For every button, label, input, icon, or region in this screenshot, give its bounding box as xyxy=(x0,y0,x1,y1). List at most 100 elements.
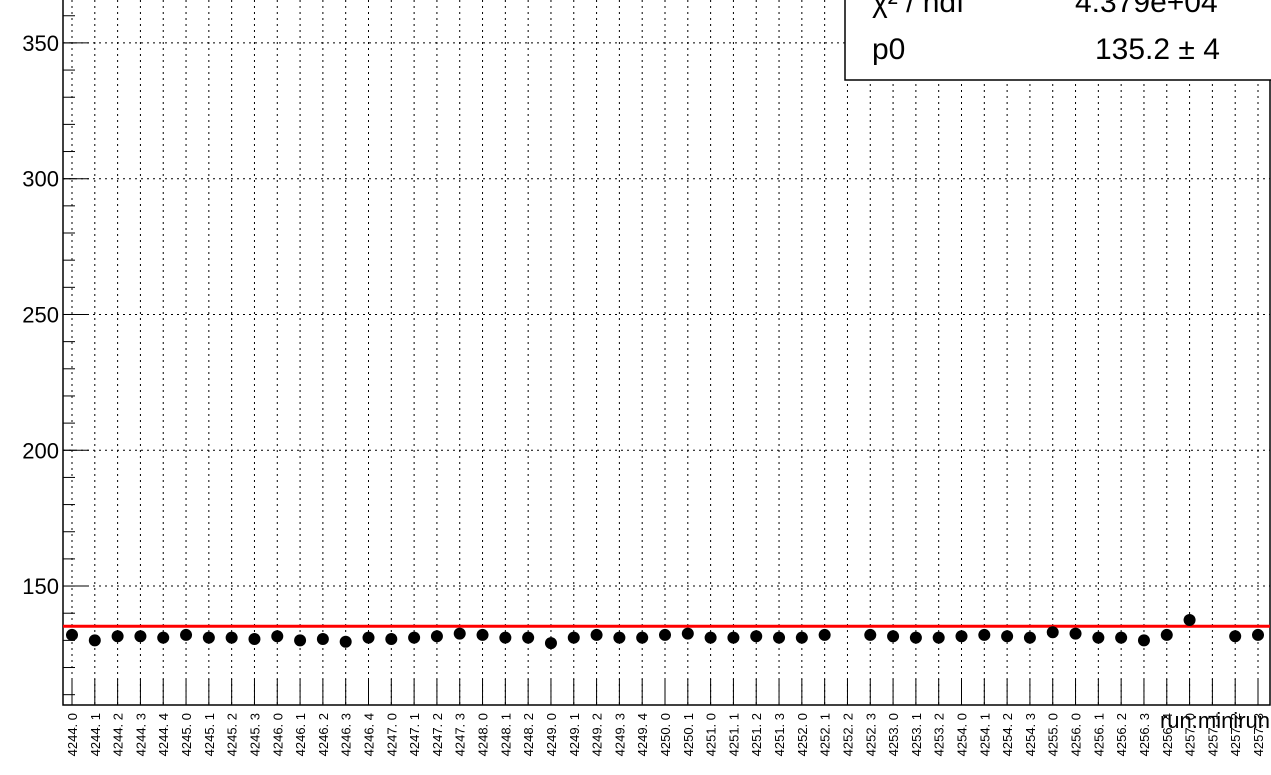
data-point xyxy=(681,627,694,640)
x-tick-label: 4246. 2 xyxy=(316,713,331,756)
x-tick-label: 4245. 0 xyxy=(179,713,194,756)
data-point xyxy=(1229,630,1242,643)
data-point xyxy=(248,633,261,646)
x-tick-label: 4246. 3 xyxy=(339,713,354,756)
x-tick-label: 4244. 4 xyxy=(156,713,171,756)
x-tick-label: 4246. 4 xyxy=(362,713,377,756)
data-point xyxy=(88,634,101,647)
x-tick-label: 4250. 0 xyxy=(658,713,673,756)
x-tick-label: 4248. 1 xyxy=(498,713,513,756)
data-point xyxy=(202,631,215,644)
x-tick-label: 4249. 0 xyxy=(544,713,559,756)
x-tick-label: 4248. 0 xyxy=(476,713,491,756)
data-point xyxy=(66,628,78,641)
data-point xyxy=(180,628,193,641)
x-tick-label: 4257. 3 xyxy=(1251,713,1266,756)
x-tick-label: 4254. 3 xyxy=(1023,713,1038,756)
data-point xyxy=(476,628,489,641)
x-tick-label: 4249. 1 xyxy=(567,713,582,756)
data-point xyxy=(1046,626,1059,639)
x-tick-label: 4249. 4 xyxy=(635,713,650,756)
data-point xyxy=(909,631,922,644)
x-tick-label: 4252. 1 xyxy=(818,713,833,756)
data-point xyxy=(522,631,535,644)
y-tick-label: 300 xyxy=(22,167,59,192)
data-point xyxy=(1023,631,1036,644)
x-tick-label: 4246. 1 xyxy=(293,713,308,756)
data-point xyxy=(544,637,557,650)
data-point xyxy=(499,631,512,644)
x-tick-label: 4251. 0 xyxy=(704,713,719,756)
data-point xyxy=(773,631,786,644)
data-point xyxy=(157,631,170,644)
data-point xyxy=(1069,627,1082,640)
x-tick-label: 4244. 3 xyxy=(133,713,148,756)
x-tick-label: 4256. 3 xyxy=(1137,713,1152,756)
x-tick-label: 4253. 2 xyxy=(932,713,947,756)
x-tick-label: 4245. 2 xyxy=(225,713,240,756)
frame xyxy=(62,0,1271,706)
x-tick-label: 4249. 3 xyxy=(612,713,627,756)
x-tick-label: 4257. 0 xyxy=(1183,713,1198,756)
x-axis-label: run:minirun xyxy=(1160,708,1270,733)
x-tick-label: 4246. 0 xyxy=(270,713,285,756)
stats-label: χ² / ndf xyxy=(872,0,965,19)
data-point xyxy=(750,630,763,643)
y-tick-label: 250 xyxy=(22,302,59,327)
x-tick-label: 4248. 2 xyxy=(521,713,536,756)
x-tick-label: 4251. 1 xyxy=(726,713,741,756)
data-point xyxy=(567,631,580,644)
data-point xyxy=(1115,631,1128,644)
x-tick-label: 4251. 3 xyxy=(772,713,787,756)
data-point xyxy=(818,628,831,641)
data-point xyxy=(1137,634,1150,647)
data-point xyxy=(613,631,626,644)
data-point xyxy=(453,627,466,640)
x-tick-label: 4247. 3 xyxy=(453,713,468,756)
data-point xyxy=(408,631,421,644)
x-tick-label: 4247. 1 xyxy=(407,713,422,756)
data-point xyxy=(225,631,238,644)
data-point xyxy=(887,630,900,643)
x-tick-label: 4254. 1 xyxy=(977,713,992,756)
data-point xyxy=(134,630,147,643)
data-point xyxy=(978,628,991,641)
data-point xyxy=(659,628,671,641)
data-point xyxy=(385,633,398,646)
data-point xyxy=(932,631,945,644)
data-point xyxy=(864,628,877,641)
x-tick-label: 4252. 0 xyxy=(795,713,810,756)
data-point xyxy=(339,635,352,648)
x-tick-label: 4252. 2 xyxy=(840,713,855,756)
data-point xyxy=(1160,628,1173,641)
x-tick-label: 4255. 0 xyxy=(1046,713,1061,756)
stats-value: 135.2 ± 4 xyxy=(1095,33,1220,66)
x-tick-label: 4256. 1 xyxy=(1091,713,1106,756)
x-tick-label: 4256. 2 xyxy=(1114,713,1129,756)
data-point xyxy=(795,631,808,644)
x-tick-label: 4257. 2 xyxy=(1228,713,1243,756)
data-point xyxy=(294,634,307,647)
x-tick-label: 4247. 0 xyxy=(384,713,399,756)
x-tick-label: 4247. 2 xyxy=(430,713,445,756)
x-tick-label: 4254. 2 xyxy=(1000,713,1015,756)
x-tick-label: 4254. 0 xyxy=(955,713,970,756)
data-point xyxy=(955,630,968,643)
data-point xyxy=(316,633,329,646)
data-point xyxy=(362,631,375,644)
data-point xyxy=(1252,628,1264,641)
stats-box xyxy=(844,0,1271,81)
y-tick-label: 350 xyxy=(22,31,59,56)
data-point xyxy=(590,628,603,641)
data-point xyxy=(430,630,443,643)
y-tick-label: 150 xyxy=(22,574,59,599)
x-tick-label: 4250. 1 xyxy=(681,713,696,756)
x-tick-label: 4251. 2 xyxy=(749,713,764,756)
x-tick-label: 4244. 0 xyxy=(65,713,80,756)
y-tick-label: 200 xyxy=(22,438,59,463)
x-tick-label: 4245. 1 xyxy=(202,713,217,756)
x-tick-label: 4253. 0 xyxy=(886,713,901,756)
x-tick-label: 4249. 2 xyxy=(590,713,605,756)
data-point xyxy=(1092,631,1105,644)
